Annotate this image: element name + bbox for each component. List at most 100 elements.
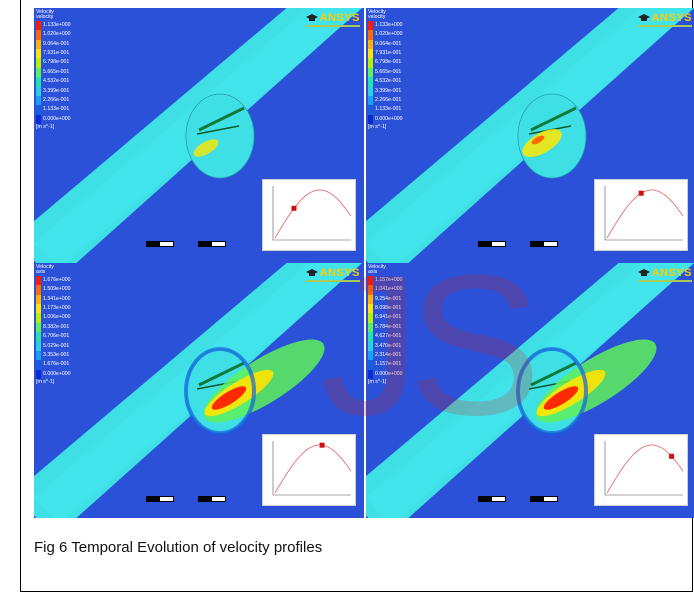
legend-entry: 3.399e-001 [36,86,71,96]
legend-value: 1.006e+000 [43,314,71,321]
legend-swatch [36,30,41,40]
legend-value: 5.665e-001 [43,68,70,75]
legend-swatch [36,360,41,370]
legend-entry: 8.382e-001 [36,322,71,333]
legend-value: 1.173e+000 [43,304,71,311]
legend-swatch [368,360,373,370]
legend-value: 5.665e-001 [375,68,402,75]
legend-swatch [368,95,373,106]
legend-value: 4.532e-001 [375,78,402,85]
legend-swatch [36,86,41,96]
legend-value: 0.000e+000 [375,370,403,377]
legend-value: 7.931e-001 [43,49,70,56]
legend-title: Velocity [368,264,386,270]
flow-field [366,263,694,518]
legend-swatch [36,294,41,304]
plot-axes [604,186,683,241]
legend-value: 1.133e+000 [43,21,71,28]
scale-bar [530,496,558,502]
legend-swatch [368,294,373,304]
legend-swatch [36,39,41,49]
simulation-panel-1: Velocity velocity 1.133e+000 1.020e+000 9.06… [34,8,364,263]
legend-unit: [m s^-1] [36,124,55,131]
brand-tagline-bar [638,25,692,27]
mortarboard-icon [637,14,650,21]
legend-title: Velocity [36,264,54,270]
legend-entry: 9.064e-001 [368,39,403,49]
legend-entry: 4.627e-001 [368,332,403,342]
legend-value: 1.133e-001 [375,106,402,113]
legend-swatch [36,285,41,295]
velocity-time-curve [606,444,684,494]
legend-entry: 1.676e+000 [36,275,71,286]
legend-swatch [36,313,41,323]
legend-entry: 0.000e+000 [36,369,71,380]
legend-entry: 1.006e+000 [36,313,71,323]
legend-entry: 6.798e-001 [368,58,403,68]
scale-bar [478,496,506,502]
legend-unit: [m s^-1] [368,124,387,131]
legend-swatch [36,67,41,78]
velocity-time-curve [606,189,684,239]
legend-value: 6.941e-001 [375,314,402,321]
current-time-marker [319,442,325,448]
legend-swatch [368,369,373,380]
legend-value: 1.041e+000 [375,286,403,293]
legend-value: 7.931e-001 [375,49,402,56]
velocity-figure: Velocity velocity 1.133e+000 1.020e+000 9.06… [34,8,694,518]
legend-entry: 8.098e-001 [368,303,403,314]
legend-entry: 6.798e-001 [36,58,71,68]
velocity-time-curve [274,444,352,494]
color-legend: Velocity axis 1.157e+000 1.041e+000 9.254e-0… [368,264,403,386]
valve-sinus [185,93,255,179]
legend-value: 5.029e-001 [43,342,70,349]
scale-bar [198,241,226,247]
legend-swatch [368,86,373,96]
legend-entry: 5.784e-001 [368,322,403,333]
legend-entry: 1.133e-001 [368,105,403,115]
legend-entry: 1.157e+000 [368,275,403,286]
legend-entry: 1.676e-001 [36,360,71,370]
flow-field [34,263,363,518]
legend-swatch [368,322,373,333]
legend-value: 1.157e+000 [375,276,403,283]
legend-swatch [368,48,373,59]
legend-value: 9.064e-001 [375,40,402,47]
legend-entry: 2.314e-001 [368,350,403,361]
time-curve-inset [594,179,688,251]
color-legend: Velocity axis 1.676e+000 1.509e+000 1.341e+0… [36,264,71,386]
legend-entry: 6.706e-001 [36,332,71,342]
legend-entry: 3.470e-001 [368,341,403,351]
legend-entry: 4.532e-001 [36,77,71,87]
legend-entry: 9.254e-001 [368,294,403,304]
legend-subtitle: velocity [368,14,386,21]
plot-axes [272,441,351,496]
legend-value: 0.000e+000 [43,115,71,122]
legend-value: 3.399e-001 [43,87,70,94]
legend-swatch [368,58,373,68]
legend-value: 6.798e-001 [375,59,402,66]
flow-field [34,8,363,263]
legend-entry: 1.041e+000 [368,285,403,295]
legend-swatch [36,77,41,87]
legend-value: 6.706e-001 [43,333,70,340]
brand-tagline-bar [306,280,360,282]
legend-value: 4.627e-001 [375,333,402,340]
simulation-panel-3: Velocity axis 1.676e+000 1.509e+000 1.341e+0… [34,263,364,518]
legend-value: 3.353e-001 [43,351,70,358]
legend-value: 2.266e-001 [375,96,402,103]
legend-entry: 2.266e-001 [368,95,403,106]
plot-axes [272,186,351,241]
legend-value: 3.399e-001 [375,87,402,94]
legend-value: 3.470e-001 [375,342,402,349]
legend-value: 1.133e-001 [43,106,70,113]
legend-swatch [36,350,41,361]
legend-subtitle: velocity [36,14,54,21]
legend-entry: 0.000e+000 [368,369,403,380]
legend-swatch [368,20,373,31]
brand-name: ANSYS [319,12,360,24]
legend-swatch [36,303,41,314]
legend-entry: 4.532e-001 [368,77,403,87]
mortarboard-icon [637,269,650,276]
figure-caption: Fig 6 Temporal Evolution of velocity pro… [34,539,323,556]
